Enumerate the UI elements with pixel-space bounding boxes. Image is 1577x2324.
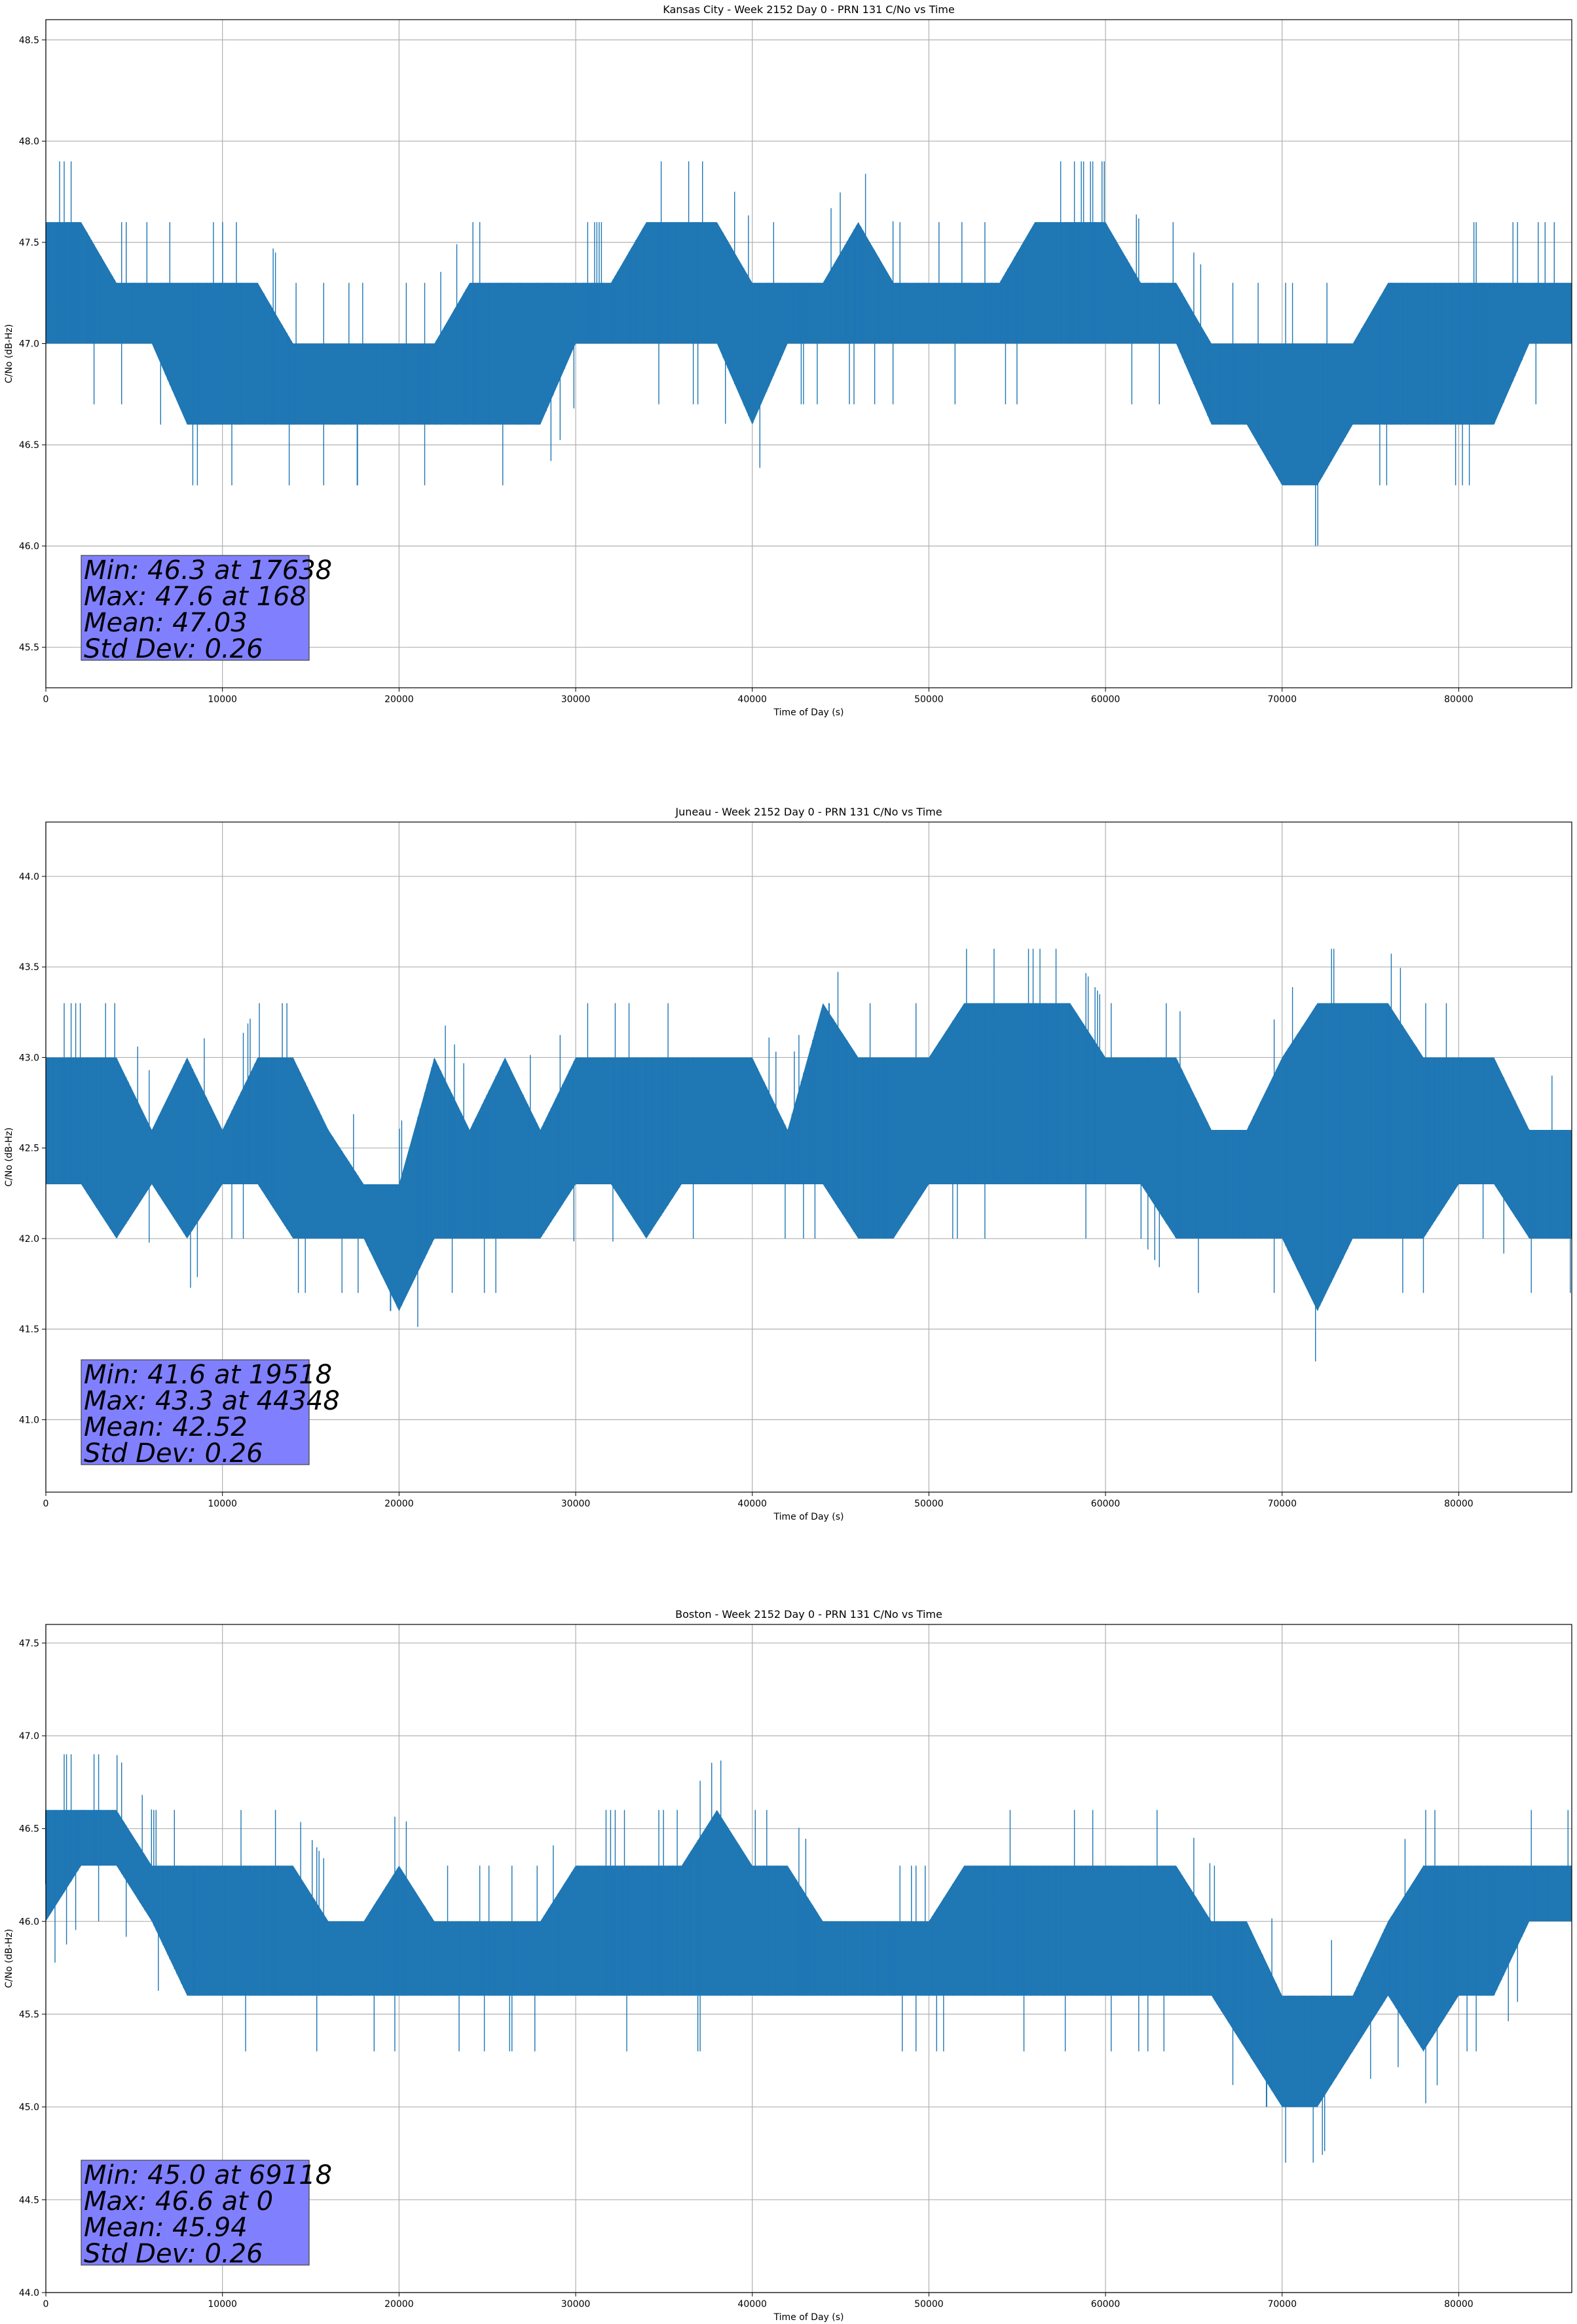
y-tick-label: 44.0	[19, 2288, 39, 2298]
x-tick-label: 30000	[561, 694, 591, 705]
y-tick-label: 43.5	[19, 962, 39, 973]
y-tick-label: 42.5	[19, 1144, 39, 1154]
plot-frame	[45, 1624, 1572, 2293]
y-axis-label: C/No (dB-Hz)	[4, 324, 14, 383]
x-tick-label: 20000	[384, 2299, 414, 2310]
y-tick-label: 47.0	[19, 1731, 39, 1742]
y-tick-label: 46.5	[19, 440, 39, 451]
data-band	[46, 1810, 1572, 2107]
x-tick-label: 10000	[208, 694, 237, 705]
y-tick-label: 47.5	[19, 238, 39, 248]
y-tick-label: 48.0	[19, 136, 39, 147]
stats-line: Max: 43.3 at 44348	[84, 1386, 340, 1416]
y-tick-label: 43.0	[19, 1053, 39, 1063]
y-tick-label: 46.5	[19, 1824, 39, 1835]
x-tick-label: 0	[43, 2299, 49, 2310]
x-tick-label: 40000	[737, 694, 767, 705]
x-tick-label: 60000	[1091, 2299, 1121, 2310]
x-tick-label: 20000	[384, 1499, 414, 1509]
data-trace	[54, 1754, 1571, 2163]
x-tick-label: 80000	[1444, 694, 1474, 705]
y-tick-label: 48.5	[19, 35, 39, 46]
chart-title: Juneau - Week 2152 Day 0 - PRN 131 C/No …	[675, 806, 942, 818]
x-tick-label: 30000	[561, 1499, 591, 1509]
x-tick-label: 80000	[1444, 2299, 1474, 2310]
y-tick-label: 46.0	[19, 1917, 39, 1927]
stats-line: Min: 46.3 at 17638	[84, 555, 332, 586]
y-tick-label: 42.0	[19, 1234, 39, 1245]
stats-line: Std Dev: 0.26	[84, 2239, 263, 2269]
x-tick-label: 30000	[561, 2299, 591, 2310]
stats-line: Max: 47.6 at 168	[84, 582, 306, 612]
x-tick-label: 60000	[1091, 694, 1121, 705]
stats-line: Min: 41.6 at 19518	[84, 1360, 332, 1390]
x-tick-label: 70000	[1267, 694, 1297, 705]
x-axis-label: Time of Day (s)	[773, 707, 844, 718]
x-tick-label: 60000	[1091, 1499, 1121, 1509]
y-tick-label: 44.0	[19, 872, 39, 882]
x-tick-label: 50000	[914, 2299, 944, 2310]
stats-line: Min: 45.0 at 69118	[84, 2160, 332, 2190]
stats-box	[81, 555, 310, 661]
y-axis-label: C/No (dB-Hz)	[4, 1929, 14, 1988]
stats-box	[81, 2160, 310, 2266]
x-tick-label: 80000	[1444, 1499, 1474, 1509]
stats-line: Std Dev: 0.26	[84, 1438, 263, 1469]
stats-line: Max: 46.6 at 0	[84, 2186, 273, 2217]
y-tick-label: 41.5	[19, 1324, 39, 1335]
stats-line: Mean: 47.03	[84, 608, 248, 638]
y-tick-label: 47.0	[19, 339, 39, 350]
stats-line: Mean: 42.52	[84, 1412, 248, 1442]
x-tick-label: 10000	[208, 1499, 237, 1509]
x-tick-label: 50000	[914, 694, 944, 705]
x-tick-label: 10000	[208, 2299, 237, 2310]
x-tick-label: 40000	[737, 1499, 767, 1509]
x-tick-label: 70000	[1267, 2299, 1297, 2310]
chart-title: Kansas City - Week 2152 Day 0 - PRN 131 …	[663, 3, 954, 16]
x-tick-label: 0	[43, 694, 49, 705]
x-tick-label: 40000	[737, 2299, 767, 2310]
chart-title: Boston - Week 2152 Day 0 - PRN 131 C/No …	[675, 1608, 942, 1621]
data-trace	[47, 948, 1571, 1362]
y-tick-label: 45.5	[19, 643, 39, 653]
x-axis-label: Time of Day (s)	[773, 2312, 844, 2323]
data-trace	[56, 161, 1555, 546]
stats-box	[81, 1359, 310, 1465]
y-axis-label: C/No (dB-Hz)	[4, 1127, 14, 1186]
x-tick-label: 70000	[1267, 1499, 1297, 1509]
y-tick-label: 41.0	[19, 1415, 39, 1425]
x-tick-label: 50000	[914, 1499, 944, 1509]
x-tick-label: 20000	[384, 694, 414, 705]
y-tick-label: 44.5	[19, 2195, 39, 2205]
plot-frame	[45, 821, 1572, 1493]
chart-panel-0: Kansas City - Week 2152 Day 0 - PRN 131 …	[4, 3, 1572, 718]
stats-line: Std Dev: 0.26	[84, 634, 263, 664]
y-tick-label: 46.0	[19, 542, 39, 552]
y-tick-label: 45.0	[19, 2103, 39, 2113]
x-axis-label: Time of Day (s)	[773, 1512, 844, 1522]
chart-panel-1: Juneau - Week 2152 Day 0 - PRN 131 C/No …	[4, 806, 1572, 1522]
chart-panel-2: Boston - Week 2152 Day 0 - PRN 131 C/No …	[4, 1608, 1572, 2323]
y-tick-label: 45.5	[19, 2010, 39, 2020]
x-tick-label: 0	[43, 1499, 49, 1509]
stats-line: Mean: 45.94	[84, 2213, 248, 2243]
y-tick-label: 47.5	[19, 1638, 39, 1649]
plot-frame	[45, 19, 1572, 688]
